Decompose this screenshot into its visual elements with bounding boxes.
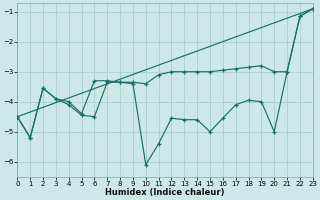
X-axis label: Humidex (Indice chaleur): Humidex (Indice chaleur) (105, 188, 225, 197)
